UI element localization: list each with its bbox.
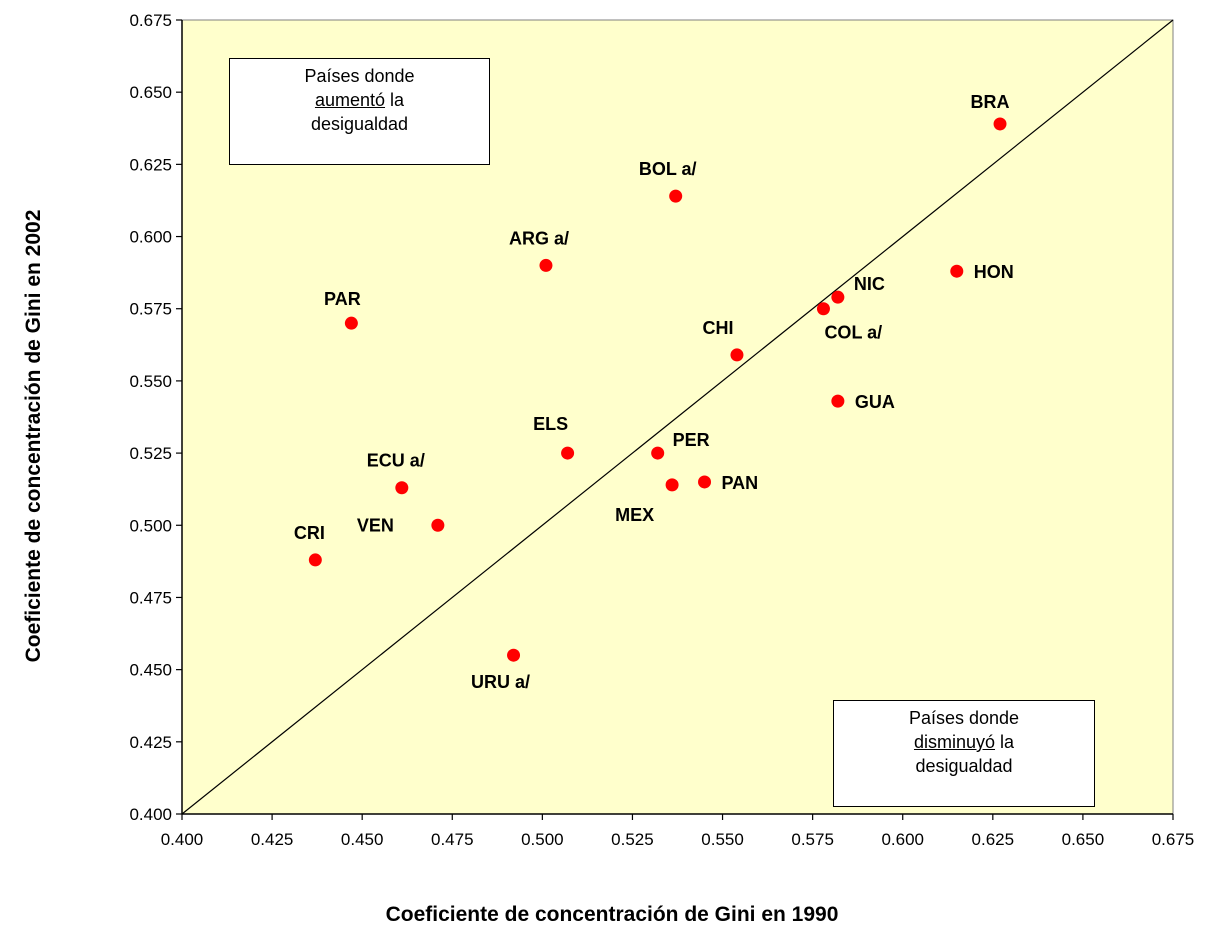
data-point-label: BRA <box>971 92 1010 112</box>
annotation-decrease-box: Países donde disminuyó la desigualdad <box>833 700 1095 807</box>
data-point <box>698 475 712 489</box>
x-tick-label: 0.500 <box>521 830 564 849</box>
data-point <box>665 478 679 492</box>
y-tick-label: 0.450 <box>129 661 172 680</box>
y-tick-label: 0.625 <box>129 155 172 174</box>
x-axis-title: Coeficiente de concentración de Gini en … <box>386 903 839 926</box>
data-point <box>651 446 665 460</box>
x-tick-label: 0.450 <box>341 830 384 849</box>
data-point-label: ELS <box>533 414 568 434</box>
x-tick-label: 0.625 <box>972 830 1015 849</box>
data-point <box>816 302 830 316</box>
x-tick-label: 0.575 <box>791 830 834 849</box>
data-point <box>561 446 575 460</box>
data-point <box>831 290 845 304</box>
annotation-line: aumentó la <box>230 88 489 112</box>
x-tick-label: 0.475 <box>431 830 474 849</box>
data-point-label: VEN <box>357 515 394 535</box>
data-point-label: CRI <box>294 523 325 543</box>
annotation-emphasis: disminuyó <box>913 732 996 752</box>
data-point-label: ARG a/ <box>509 228 569 248</box>
data-point <box>507 648 521 662</box>
data-point-label: HON <box>974 262 1014 282</box>
data-point <box>395 481 409 495</box>
x-tick-label: 0.425 <box>251 830 294 849</box>
data-point <box>308 553 322 567</box>
data-point <box>431 518 445 532</box>
x-tick-label: 0.600 <box>881 830 924 849</box>
y-tick-label: 0.400 <box>129 805 172 824</box>
x-tick-label: 0.675 <box>1152 830 1195 849</box>
y-tick-label: 0.675 <box>129 11 172 30</box>
x-tick-label: 0.525 <box>611 830 654 849</box>
data-point <box>669 189 683 203</box>
y-tick-label: 0.475 <box>129 588 172 607</box>
data-point-label: PER <box>673 430 710 450</box>
data-point-label: GUA <box>855 392 895 412</box>
y-axis-title: Coeficiente de concentración de Gini en … <box>22 210 45 663</box>
y-tick-label: 0.425 <box>129 733 172 752</box>
data-point-label: BOL a/ <box>639 159 697 179</box>
data-point-label: URU a/ <box>471 672 530 692</box>
data-point-label: NIC <box>854 274 885 294</box>
annotation-line: desigualdad <box>915 756 1013 776</box>
y-tick-label: 0.550 <box>129 372 172 391</box>
x-tick-label: 0.650 <box>1062 830 1105 849</box>
annotation-increase-box: Países donde aumentó la desigualdad <box>229 58 490 165</box>
data-point <box>993 117 1007 131</box>
x-tick-label: 0.400 <box>161 830 204 849</box>
data-point <box>950 264 964 278</box>
data-point-label: ECU a/ <box>367 451 425 471</box>
x-tick-label: 0.550 <box>701 830 744 849</box>
y-tick-label: 0.650 <box>129 83 172 102</box>
annotation-rest: la <box>385 90 405 110</box>
annotation-line: Países donde <box>908 708 1020 728</box>
data-point <box>539 258 553 272</box>
data-point-label: PAN <box>722 473 759 493</box>
data-point-label: COL a/ <box>824 323 882 343</box>
y-tick-label: 0.500 <box>129 516 172 535</box>
y-tick-label: 0.575 <box>129 300 172 319</box>
y-tick-label: 0.600 <box>129 228 172 247</box>
annotation-line: disminuyó la <box>834 730 1094 754</box>
annotation-line: Países donde <box>304 66 415 86</box>
data-point-label: CHI <box>702 318 733 338</box>
diagonal-reference-line <box>181 19 1174 815</box>
data-point <box>831 394 845 408</box>
data-point-label: MEX <box>615 505 654 525</box>
annotation-line: desigualdad <box>310 114 409 134</box>
data-point <box>344 316 358 330</box>
annotation-emphasis: aumentó <box>314 90 386 110</box>
annotation-rest: la <box>995 732 1015 752</box>
data-point <box>730 348 744 362</box>
data-point-label: PAR <box>324 289 361 309</box>
y-tick-label: 0.525 <box>129 444 172 463</box>
